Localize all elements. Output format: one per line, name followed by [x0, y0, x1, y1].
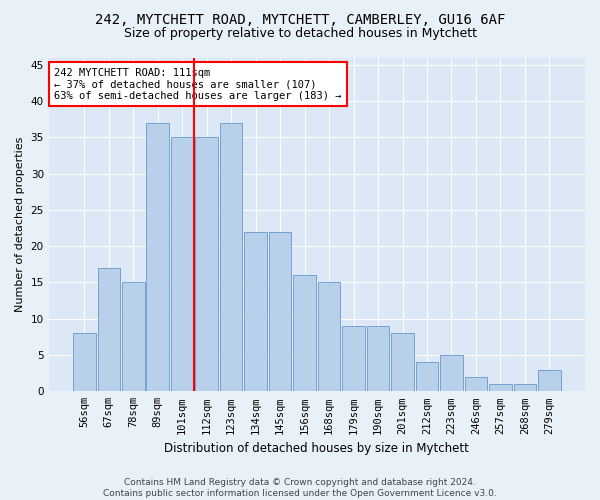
- Bar: [318, 282, 340, 392]
- Text: 242 MYTCHETT ROAD: 111sqm
← 37% of detached houses are smaller (107)
63% of semi: 242 MYTCHETT ROAD: 111sqm ← 37% of detac…: [54, 68, 341, 100]
- Bar: [416, 362, 438, 392]
- Bar: [269, 232, 292, 392]
- Bar: [244, 232, 267, 392]
- Text: Contains HM Land Registry data © Crown copyright and database right 2024.
Contai: Contains HM Land Registry data © Crown c…: [103, 478, 497, 498]
- Bar: [73, 334, 95, 392]
- Bar: [489, 384, 512, 392]
- Bar: [464, 377, 487, 392]
- Bar: [293, 275, 316, 392]
- Bar: [122, 282, 145, 392]
- Bar: [196, 138, 218, 392]
- Text: 242, MYTCHETT ROAD, MYTCHETT, CAMBERLEY, GU16 6AF: 242, MYTCHETT ROAD, MYTCHETT, CAMBERLEY,…: [95, 12, 505, 26]
- Y-axis label: Number of detached properties: Number of detached properties: [15, 136, 25, 312]
- X-axis label: Distribution of detached houses by size in Mytchett: Distribution of detached houses by size …: [164, 442, 469, 455]
- Bar: [367, 326, 389, 392]
- Bar: [220, 123, 242, 392]
- Bar: [538, 370, 560, 392]
- Bar: [391, 334, 414, 392]
- Bar: [171, 138, 193, 392]
- Bar: [440, 355, 463, 392]
- Bar: [146, 123, 169, 392]
- Text: Size of property relative to detached houses in Mytchett: Size of property relative to detached ho…: [124, 28, 476, 40]
- Bar: [514, 384, 536, 392]
- Bar: [98, 268, 120, 392]
- Bar: [342, 326, 365, 392]
